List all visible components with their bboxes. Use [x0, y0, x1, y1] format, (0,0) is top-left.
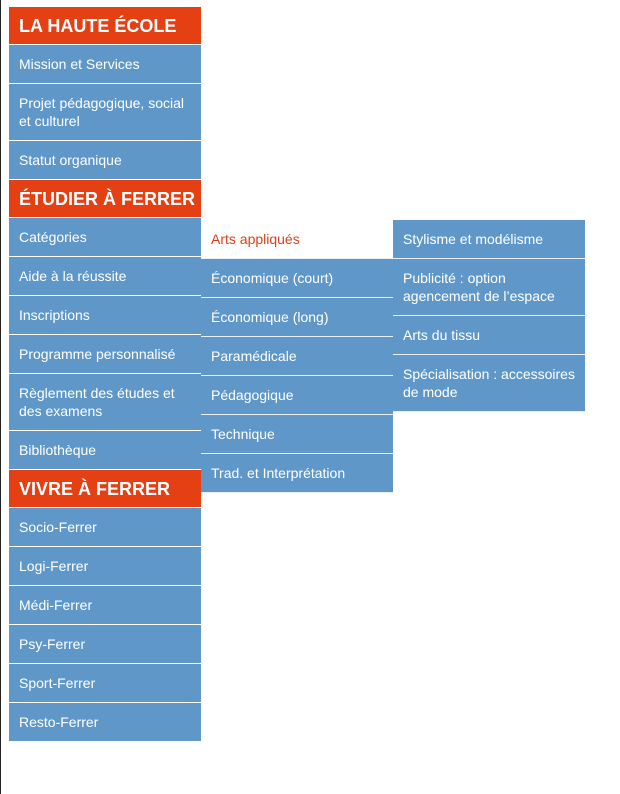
menu-item-inscriptions[interactable]: Inscriptions — [9, 296, 201, 335]
menu-item-medi-ferrer[interactable]: Médi-Ferrer — [9, 586, 201, 625]
menu-item-aide-reussite[interactable]: Aide à la réussite — [9, 257, 201, 296]
submenu-item-paramedicale[interactable]: Paramédicale — [201, 337, 393, 376]
page-left-border — [0, 0, 1, 794]
menu-item-programme-personnalise[interactable]: Programme personnalisé — [9, 335, 201, 374]
menu-item-bibliotheque[interactable]: Bibliothèque — [9, 431, 201, 470]
submenu-item-publicite-agencement[interactable]: Publicité : option agencement de l’espac… — [393, 259, 585, 316]
menu-item-categories[interactable]: Catégories — [9, 218, 201, 257]
submenu-item-technique[interactable]: Technique — [201, 415, 393, 454]
categories-submenu: Arts appliqués Économique (court) Économ… — [201, 220, 393, 493]
main-menu: LA HAUTE ÉCOLE Mission et Services Proje… — [9, 7, 201, 742]
menu-item-mission-et-services[interactable]: Mission et Services — [9, 45, 201, 84]
section-heading-vivre[interactable]: VIVRE À FERRER — [9, 470, 201, 508]
submenu-item-economique-court[interactable]: Économique (court) — [201, 259, 393, 298]
submenu-item-specialisation-accessoires[interactable]: Spécialisation : accessoires de mode — [393, 355, 585, 412]
menu-item-resto-ferrer[interactable]: Resto-Ferrer — [9, 703, 201, 742]
menu-item-sport-ferrer[interactable]: Sport-Ferrer — [9, 664, 201, 703]
submenu-item-pedagogique[interactable]: Pédagogique — [201, 376, 393, 415]
submenu-item-arts-appliques[interactable]: Arts appliqués — [201, 220, 393, 259]
submenu-item-stylisme-modelisme[interactable]: Stylisme et modélisme — [393, 220, 585, 259]
arts-appliques-submenu: Stylisme et modélisme Publicité : option… — [393, 220, 585, 412]
menu-item-socio-ferrer[interactable]: Socio-Ferrer — [9, 508, 201, 547]
menu-item-reglement-etudes[interactable]: Règlement des études et des examens — [9, 374, 201, 431]
submenu-item-trad-interpretation[interactable]: Trad. et Interprétation — [201, 454, 393, 493]
menu-item-projet-pedagogique[interactable]: Projet pédagogique, social et culturel — [9, 84, 201, 141]
menu-item-psy-ferrer[interactable]: Psy-Ferrer — [9, 625, 201, 664]
menu-item-logi-ferrer[interactable]: Logi-Ferrer — [9, 547, 201, 586]
submenu-item-arts-du-tissu[interactable]: Arts du tissu — [393, 316, 585, 355]
section-heading-haute-ecole[interactable]: LA HAUTE ÉCOLE — [9, 7, 201, 45]
submenu-item-economique-long[interactable]: Économique (long) — [201, 298, 393, 337]
menu-item-statut-organique[interactable]: Statut organique — [9, 141, 201, 180]
section-heading-etudier[interactable]: ÉTUDIER À FERRER — [9, 180, 201, 218]
